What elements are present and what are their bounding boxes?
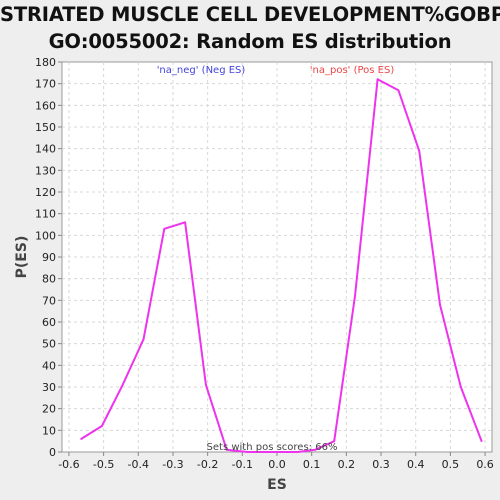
x-tick-label: 0.2 — [338, 458, 356, 471]
data-point — [276, 451, 278, 453]
grid-lines — [62, 62, 492, 452]
data-point — [142, 338, 145, 341]
data-point — [205, 383, 207, 386]
data-point — [333, 440, 336, 443]
y-tick-label: 110 — [35, 208, 56, 221]
x-tick-label: 0.3 — [372, 458, 390, 471]
x-tick-label: 0.6 — [476, 458, 494, 471]
y-tick-label: 0 — [49, 446, 56, 459]
y-tick-label: 30 — [42, 381, 56, 394]
x-tick-label: -0.5 — [93, 458, 114, 471]
y-tick-label: 140 — [35, 143, 56, 156]
chart-title-line-2: GO:0055002: Random ES distribution — [48, 30, 452, 53]
legend-pos: 'na_pos' (Pos ES) — [310, 65, 395, 76]
series-line — [80, 78, 483, 453]
x-tick-label: -0.2 — [197, 458, 218, 471]
y-tick-label: 40 — [42, 359, 56, 372]
y-tick-label: 70 — [42, 294, 56, 307]
data-point — [184, 221, 187, 224]
data-point — [121, 383, 124, 386]
y-tick-label: 10 — [42, 424, 56, 437]
x-tick-label: 0.5 — [442, 458, 460, 471]
chart-title-line-1: STRIATED MUSCLE CELL DEVELOPMENT%GOBP% — [0, 3, 500, 26]
x-tick-label: 0.1 — [303, 458, 321, 471]
y-tick-label: 50 — [42, 338, 56, 351]
x-tick-label: -0.6 — [58, 458, 79, 471]
x-tick-label: -0.3 — [162, 458, 183, 471]
data-point — [459, 386, 462, 388]
y-tick-label: 120 — [35, 186, 56, 199]
x-tick-label: -0.1 — [232, 458, 253, 471]
x-axis-ticks: -0.6 -0.5 -0.4 -0.3 -0.2 -0.1 0.0 0.1 0.2 0.3 0.4 0… — [58, 452, 494, 471]
y-axis-ticks: 0 10 20 30 40 50 60 70 80 90 100 110 120 130 140 150 160… — [35, 56, 62, 459]
data-point — [418, 149, 421, 152]
x-tick-label: -0.4 — [128, 458, 149, 471]
y-tick-label: 170 — [35, 78, 56, 91]
data-point — [376, 78, 379, 81]
y-tick-label: 60 — [42, 316, 56, 329]
y-tick-label: 150 — [35, 121, 56, 134]
data-point — [80, 438, 82, 440]
data-point — [296, 451, 299, 453]
data-point — [100, 425, 103, 427]
x-tick-label: 0.0 — [268, 458, 286, 471]
data-point — [397, 89, 400, 92]
y-tick-label: 80 — [42, 273, 56, 286]
x-axis-label: ES — [267, 477, 287, 493]
data-point — [480, 440, 483, 443]
data-point — [246, 451, 249, 453]
y-tick-label: 130 — [35, 164, 56, 177]
data-point — [163, 227, 166, 230]
data-point — [225, 448, 228, 451]
series-group — [80, 78, 483, 453]
y-tick-label: 100 — [35, 229, 56, 242]
data-point — [354, 295, 356, 297]
data-point — [314, 448, 317, 451]
y-tick-label: 90 — [42, 251, 56, 264]
y-tick-label: 180 — [35, 56, 56, 69]
annotation-pos-scores: Sets with pos scores: 66% — [207, 442, 338, 453]
y-axis-label: P(ES) — [14, 236, 30, 279]
data-point — [439, 303, 441, 306]
legend-neg: 'na_neg' (Neg ES) — [157, 65, 246, 76]
x-tick-label: 0.4 — [407, 458, 425, 471]
y-tick-label: 160 — [35, 99, 56, 112]
y-tick-label: 20 — [42, 403, 56, 416]
